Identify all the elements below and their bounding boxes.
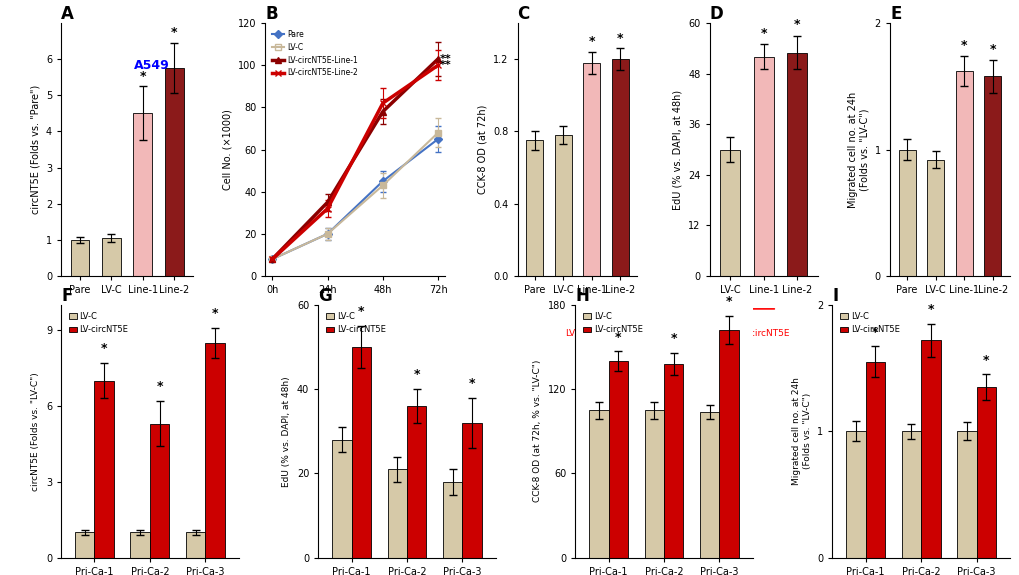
Y-axis label: CCK-8 OD (at 72h): CCK-8 OD (at 72h) [477, 105, 487, 194]
Text: *: * [171, 26, 177, 39]
Bar [644, 410, 663, 558]
Bar [150, 424, 169, 558]
Bar [75, 532, 95, 558]
Bar [956, 431, 975, 558]
Text: *: * [616, 32, 623, 45]
Bar [608, 361, 628, 558]
Text: D: D [709, 5, 722, 23]
Text: G: G [318, 286, 332, 305]
Bar [699, 412, 718, 558]
Text: *: * [413, 369, 420, 381]
Text: LV-circNT5E: LV-circNT5E [565, 329, 618, 338]
Bar [589, 410, 608, 558]
Bar [164, 68, 183, 276]
Bar [926, 160, 944, 276]
Bar [719, 150, 740, 276]
Text: E: E [890, 5, 901, 23]
Legend: Pare, LV-C, LV-circNT5E-Line-1, LV-circNT5E-Line-2: Pare, LV-C, LV-circNT5E-Line-1, LV-circN… [269, 27, 361, 80]
Bar [70, 240, 90, 276]
Bar [920, 340, 940, 558]
Legend: LV-C, LV-circNT5E: LV-C, LV-circNT5E [322, 309, 388, 338]
Text: *: * [726, 296, 732, 308]
Text: *: * [669, 332, 677, 345]
Y-axis label: Migrated cell no. at 24h
(Folds vs. "LV-C"): Migrated cell no. at 24h (Folds vs. "LV-… [792, 377, 811, 485]
Text: *: * [926, 303, 933, 316]
Text: C: C [517, 5, 529, 23]
Text: LV-circNT5E: LV-circNT5E [737, 329, 789, 338]
Bar [407, 406, 426, 558]
Text: *: * [469, 377, 475, 390]
Y-axis label: EdU (% vs. DAPI, at 48h): EdU (% vs. DAPI, at 48h) [282, 376, 291, 486]
Bar [387, 469, 407, 558]
Bar [983, 76, 1001, 276]
Bar [102, 238, 120, 276]
Y-axis label: Cell No. (×1000): Cell No. (×1000) [222, 109, 232, 190]
Bar [554, 135, 572, 276]
Bar [130, 532, 150, 558]
Legend: LV-C, LV-circNT5E: LV-C, LV-circNT5E [836, 309, 902, 338]
Text: *: * [982, 354, 988, 367]
Text: *: * [588, 35, 594, 48]
Bar [846, 431, 865, 558]
Text: F: F [61, 286, 72, 305]
Text: A549: A549 [133, 59, 169, 71]
Bar [462, 423, 481, 558]
Bar [442, 482, 462, 558]
Bar [95, 381, 114, 558]
Text: *: * [988, 43, 995, 56]
Bar [753, 57, 773, 276]
Bar [133, 113, 152, 276]
Text: *: * [140, 70, 146, 83]
Text: *: * [794, 18, 800, 32]
Bar [865, 362, 884, 558]
Bar [526, 140, 543, 276]
Text: *: * [960, 39, 966, 52]
Legend: LV-C, LV-circNT5E: LV-C, LV-circNT5E [579, 309, 645, 338]
Text: A: A [61, 5, 74, 23]
Bar [611, 59, 628, 276]
Y-axis label: Migrated cell no. at 24h
(Folds vs. "LV-C"): Migrated cell no. at 24h (Folds vs. "LV-… [847, 91, 868, 208]
Bar [663, 364, 683, 558]
Text: *: * [212, 307, 218, 320]
Text: *: * [760, 27, 766, 40]
Bar [898, 150, 915, 276]
Text: LV-circNT5E: LV-circNT5E [116, 329, 169, 338]
Bar [205, 343, 224, 558]
Text: *: * [614, 331, 621, 343]
Bar [901, 431, 920, 558]
Text: B: B [265, 5, 278, 23]
Text: *: * [101, 342, 107, 355]
Bar [787, 52, 807, 276]
Bar [583, 63, 599, 276]
Text: *: * [871, 326, 877, 339]
Text: *: * [358, 305, 364, 318]
Y-axis label: circNT5E (Folds vs. "Pare"): circNT5E (Folds vs. "Pare") [31, 85, 41, 214]
Y-axis label: CCK-8 OD (at 72h, % vs. "LV-C"): CCK-8 OD (at 72h, % vs. "LV-C") [533, 360, 542, 503]
Bar [718, 330, 738, 558]
Legend: LV-C, LV-circNT5E: LV-C, LV-circNT5E [65, 309, 131, 338]
Text: *: * [156, 380, 163, 393]
Text: H: H [575, 286, 589, 305]
Text: **: ** [439, 60, 450, 70]
Y-axis label: EdU (% vs. DAPI, at 48h): EdU (% vs. DAPI, at 48h) [673, 90, 682, 209]
Bar [185, 532, 205, 558]
Text: LV-circNT5E: LV-circNT5E [937, 329, 989, 338]
Bar [352, 347, 371, 558]
Text: I: I [832, 286, 838, 305]
Text: **: ** [439, 54, 450, 64]
Bar [975, 387, 995, 558]
Bar [955, 71, 972, 276]
Y-axis label: circNT5E (Folds vs. "LV-C"): circNT5E (Folds vs. "LV-C") [32, 372, 41, 490]
Bar [332, 440, 352, 558]
